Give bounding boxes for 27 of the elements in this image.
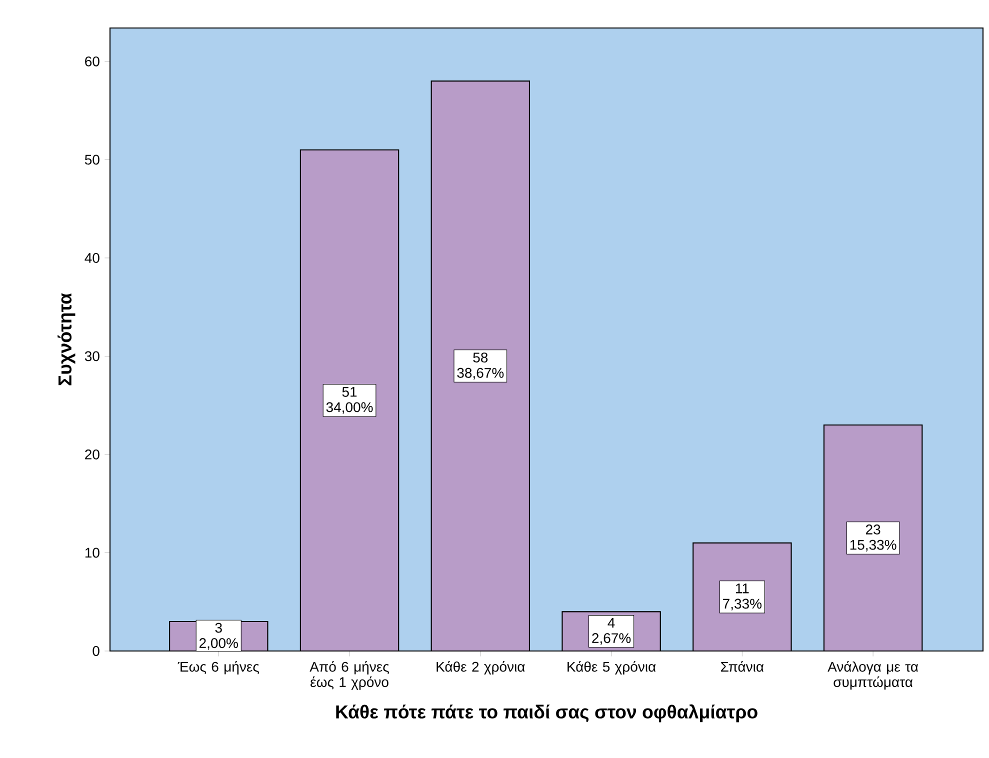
data-label: 3 <box>215 622 222 633</box>
annotation: 38,67% <box>457 368 504 380</box>
x-axis-title: Κάθε πότε πάτε το παιδί σας στον οφθαλμίατρο <box>336 704 758 722</box>
data-label: 11 <box>736 584 749 594</box>
annotation: 7,33% <box>723 598 762 610</box>
data-label: 23 <box>866 524 880 534</box>
x-tick-label: Ανάλογα με τα συμπτώματα <box>828 661 918 690</box>
annotation: 15,33% <box>850 540 896 552</box>
y-axis-title: Συχνότητα <box>58 293 76 386</box>
x-tick-label: Έως 6 μήνες <box>178 661 259 674</box>
annotation: 2,00% <box>200 638 238 650</box>
annotation: 34,00% <box>326 402 373 414</box>
x-tick-label: Από 6 μήνες έως 1 χρόνο <box>310 661 389 690</box>
annotation: 2,67% <box>592 633 631 645</box>
x-tick-label: Κάθε 2 χρόνια <box>436 661 525 674</box>
y-tick-label: 10 <box>85 548 100 558</box>
x-tick-label: Σπάνια <box>721 661 764 672</box>
y-tick-label: 60 <box>85 56 100 66</box>
y-tick-label: 20 <box>85 450 100 460</box>
y-tick-label: 40 <box>84 252 100 263</box>
data-label: 4 <box>608 618 615 628</box>
data-label: 51 <box>342 387 357 397</box>
y-tick-label: 30 <box>84 351 100 362</box>
y-tick-label: 50 <box>84 154 100 165</box>
y-tick-label: 0 <box>92 646 100 656</box>
data-label: 58 <box>473 352 488 363</box>
x-tick-label: Κάθε 5 χρόνια <box>568 661 656 674</box>
